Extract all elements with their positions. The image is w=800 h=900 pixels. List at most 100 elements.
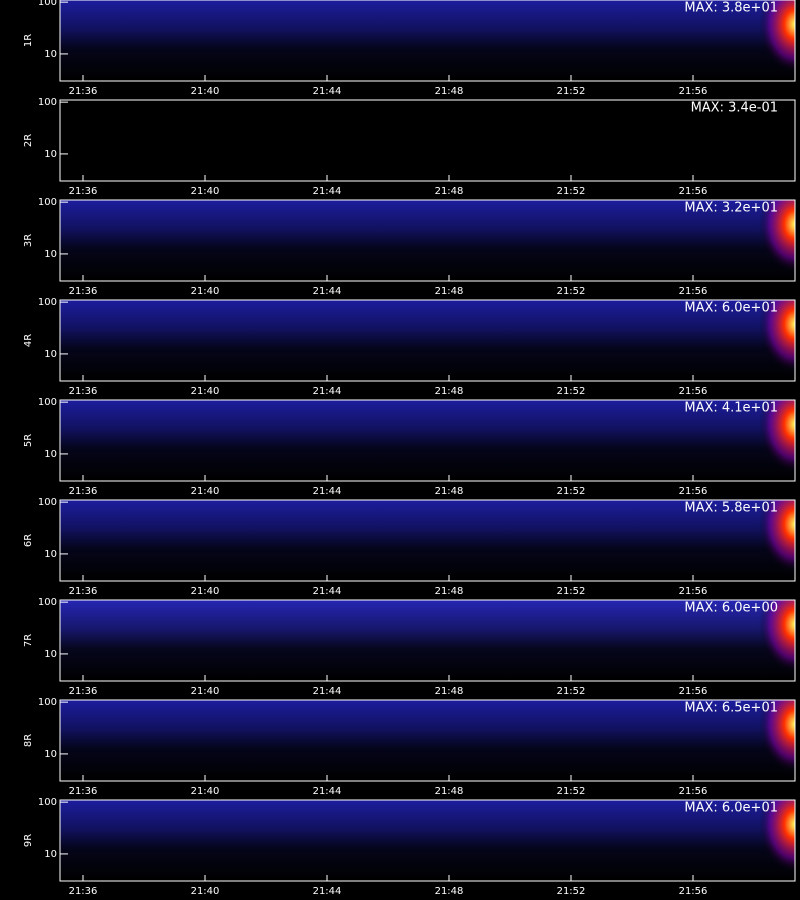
annotation: MAX: 6.0e+01	[684, 801, 778, 816]
hot-spot	[735, 300, 795, 381]
x-tick-label: 21:40	[191, 486, 220, 497]
y-tick-label: 100	[38, 197, 57, 208]
y-tick-label: 100	[38, 597, 57, 608]
x-tick-label: 21:44	[313, 86, 342, 97]
x-tick-label: 21:40	[191, 386, 220, 397]
x-tick-label: 21:48	[435, 686, 464, 697]
y-axis-label: 5R	[23, 434, 34, 447]
x-tick-label: 21:48	[435, 486, 464, 497]
x-tick-label: 21:56	[679, 886, 708, 897]
x-tick-label: 21:40	[191, 686, 220, 697]
plot-frame	[59, 199, 796, 282]
x-tick-label: 21:36	[69, 786, 98, 797]
y-tick-label: 10	[44, 649, 57, 660]
x-tick-label: 21:44	[313, 486, 342, 497]
y-tick-label: 100	[38, 397, 57, 408]
x-tick-label: 21:56	[679, 686, 708, 697]
y-tick-label: 10	[44, 549, 57, 560]
x-tick-label: 21:52	[557, 186, 586, 197]
x-tick-label: 21:44	[313, 286, 342, 297]
hot-spot	[735, 700, 795, 781]
x-tick-label: 21:40	[191, 286, 220, 297]
plot-frame	[59, 299, 796, 382]
y-tick-label: 100	[38, 297, 57, 308]
y-tick-label: 100	[38, 97, 57, 108]
hot-spot	[735, 800, 795, 881]
x-tick-label: 21:40	[191, 186, 220, 197]
x-tick-label: 21:52	[557, 86, 586, 97]
y-axis-label: 1R	[23, 34, 34, 47]
spectrogram-field	[60, 100, 795, 181]
y-tick-label: 10	[44, 49, 57, 60]
x-tick-label: 21:48	[435, 886, 464, 897]
hot-spot	[735, 600, 795, 681]
x-tick-label: 21:52	[557, 286, 586, 297]
y-axis-label: 8R	[23, 734, 34, 747]
annotation: MAX: 6.0e+00	[684, 601, 778, 616]
plot-frame	[59, 799, 796, 882]
x-tick-label: 21:36	[69, 586, 98, 597]
y-axis-label: 7R	[23, 634, 34, 647]
x-tick-label: 21:52	[557, 586, 586, 597]
annotation: MAX: 5.8e+01	[684, 501, 778, 516]
x-tick-label: 21:52	[557, 486, 586, 497]
annotation: MAX: 4.1e+01	[684, 401, 778, 416]
y-axis-label: 3R	[23, 234, 34, 247]
x-tick-label: 21:40	[191, 786, 220, 797]
annotation: MAX: 3.8e+01	[684, 1, 778, 16]
spectrogram-field	[60, 300, 795, 381]
x-tick-label: 21:36	[69, 686, 98, 697]
plot-frame	[59, 599, 796, 682]
x-tick-label: 21:48	[435, 86, 464, 97]
y-tick-label: 10	[44, 349, 57, 360]
y-axis-label: 2R	[23, 134, 34, 147]
x-tick-label: 21:56	[679, 386, 708, 397]
plot-frame	[59, 499, 796, 582]
y-tick-label: 10	[44, 849, 57, 860]
x-tick-label: 21:56	[679, 86, 708, 97]
y-tick-label: 10	[44, 149, 57, 160]
x-tick-label: 21:48	[435, 286, 464, 297]
hot-spot	[735, 500, 795, 581]
x-tick-label: 21:36	[69, 486, 98, 497]
y-tick-label: 10	[44, 249, 57, 260]
spectrogram-field	[60, 200, 795, 281]
x-tick-label: 21:40	[191, 586, 220, 597]
x-tick-label: 21:44	[313, 586, 342, 597]
x-tick-label: 21:40	[191, 86, 220, 97]
x-tick-label: 21:44	[313, 786, 342, 797]
x-tick-label: 21:36	[69, 186, 98, 197]
y-tick-label: 10	[44, 449, 57, 460]
plot-frame	[59, 399, 796, 482]
spectrogram-field	[60, 500, 795, 581]
x-tick-label: 21:44	[313, 186, 342, 197]
x-tick-label: 21:48	[435, 186, 464, 197]
x-tick-label: 21:56	[679, 486, 708, 497]
annotation: MAX: 3.4e-01	[691, 101, 778, 116]
y-tick-label: 100	[38, 0, 57, 8]
x-tick-label: 21:44	[313, 386, 342, 397]
x-tick-label: 21:44	[313, 686, 342, 697]
y-tick-label: 100	[38, 797, 57, 808]
x-tick-label: 21:56	[679, 786, 708, 797]
spectrogram-field	[60, 800, 795, 881]
spectrogram-field	[60, 700, 795, 781]
annotation: MAX: 6.0e+01	[684, 301, 778, 316]
x-tick-label: 21:56	[679, 286, 708, 297]
y-axis-label: 4R	[23, 334, 34, 347]
x-tick-label: 21:52	[557, 886, 586, 897]
spectrogram-field	[60, 400, 795, 481]
plot-frame	[59, 0, 796, 82]
x-tick-label: 21:48	[435, 586, 464, 597]
x-tick-label: 21:36	[69, 286, 98, 297]
x-tick-label: 21:56	[679, 186, 708, 197]
annotation: MAX: 6.5e+01	[684, 701, 778, 716]
x-tick-label: 21:36	[69, 86, 98, 97]
annotation: MAX: 3.2e+01	[684, 201, 778, 216]
x-tick-label: 21:56	[679, 586, 708, 597]
hot-spot	[735, 200, 795, 281]
hot-spot	[735, 400, 795, 481]
x-tick-label: 21:52	[557, 386, 586, 397]
spectrogram-field	[60, 0, 795, 81]
